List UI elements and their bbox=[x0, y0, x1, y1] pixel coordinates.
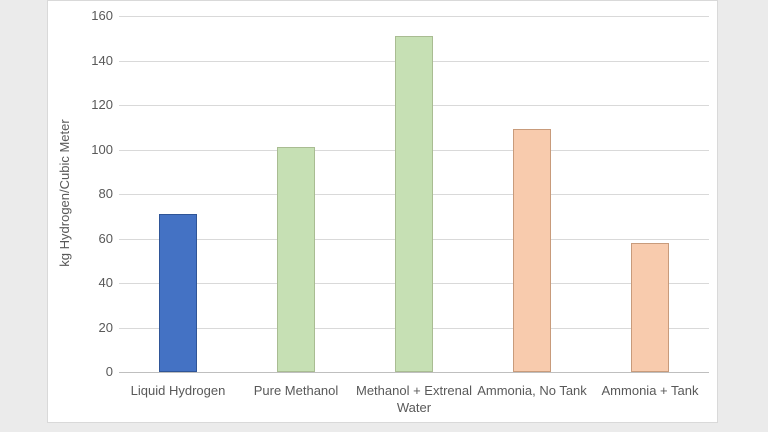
chart-card: kg Hydrogen/Cubic Meter 0 20 40 60 80 100 120 1… bbox=[47, 0, 718, 423]
y-tick-label-100: 100 bbox=[91, 141, 113, 157]
y-tick-label-160: 160 bbox=[91, 8, 113, 23]
bar-ammonia-tank bbox=[631, 243, 669, 372]
x-category-label-3: Methanol + Extrenal Water bbox=[356, 383, 472, 415]
y-tick-label-60: 60 bbox=[98, 230, 113, 246]
bar-pure-methanol bbox=[277, 147, 315, 372]
x-category-label-4: Ammonia, No Tank bbox=[477, 383, 587, 398]
gridline-160 bbox=[119, 16, 709, 17]
y-tick-label-80: 80 bbox=[98, 186, 113, 201]
x-category-label-1: Liquid Hydrogen bbox=[130, 383, 226, 398]
y-tick-label-120: 120 bbox=[91, 97, 113, 112]
x-category-label-2: Pure Methanol bbox=[253, 383, 339, 398]
bar-ammonia-no-tank bbox=[513, 129, 551, 372]
y-tick-label-140: 140 bbox=[91, 52, 113, 68]
plot-area bbox=[119, 16, 709, 373]
y-tick-label-20: 20 bbox=[98, 319, 113, 335]
bar-liquid-hydrogen bbox=[159, 214, 197, 372]
x-axis-line bbox=[119, 372, 709, 373]
y-tick-label-0: 0 bbox=[105, 364, 113, 379]
y-tick-label-40: 40 bbox=[98, 275, 113, 290]
bar-methanol-extrenal-water bbox=[395, 36, 433, 372]
x-category-label-5: Ammonia + Tank bbox=[601, 383, 699, 398]
